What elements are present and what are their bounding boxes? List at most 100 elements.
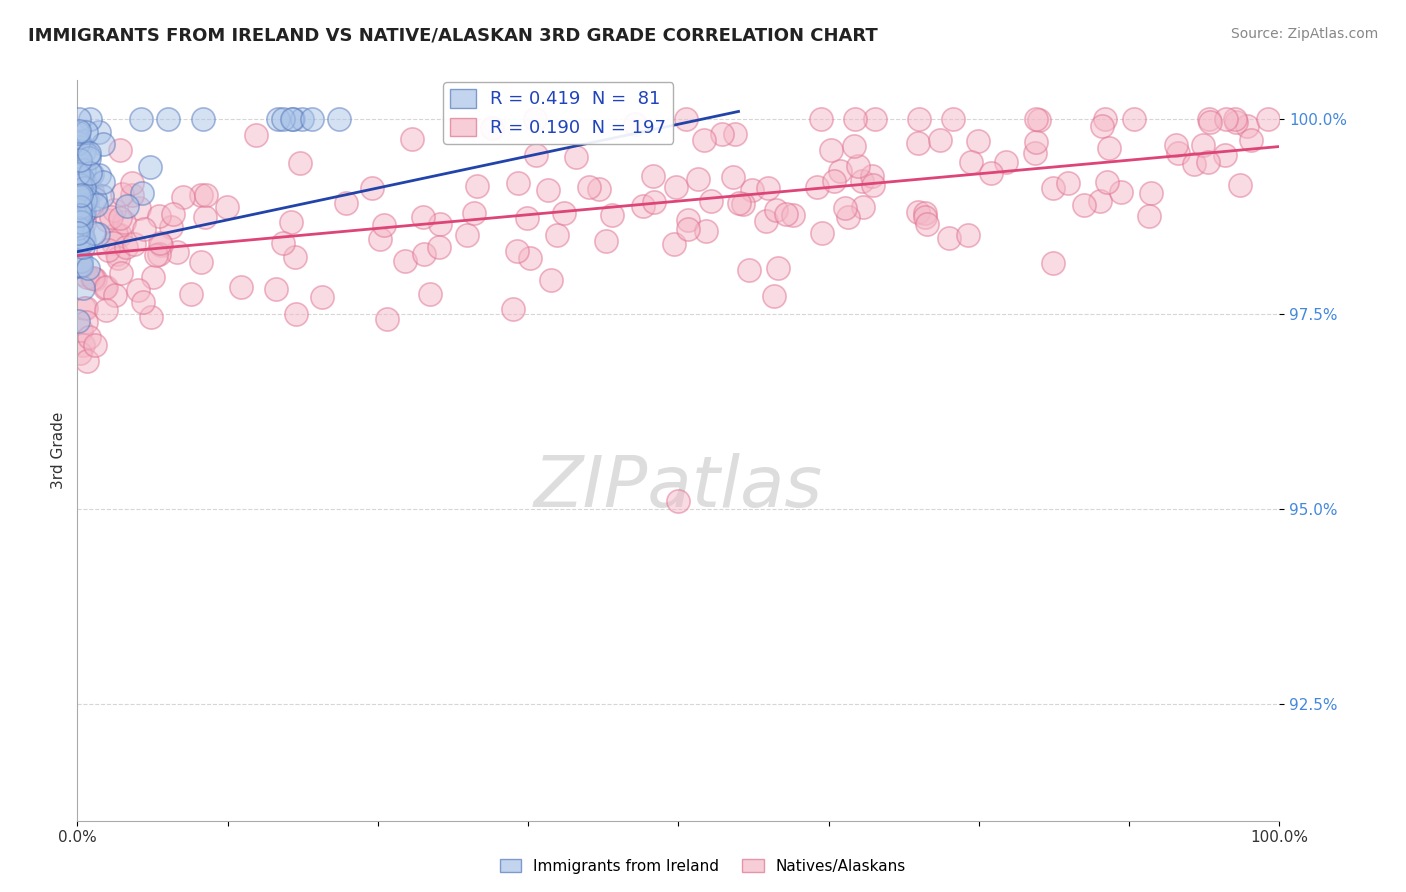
Point (83, 226, 105, 240)
Point (149, 236, 172, 251)
Point (427, 240, 450, 254)
Point (1097, 175, 1119, 189)
Point (67, 240, 90, 254)
Point (70, 323, 93, 337)
Point (73, 205, 96, 219)
Point (100, 210, 122, 224)
Point (69, 207, 91, 221)
Point (1236, 120, 1258, 134)
Point (103, 235, 125, 250)
Point (811, 226, 834, 240)
Point (149, 238, 172, 252)
Point (69, 208, 91, 222)
Point (72, 338, 94, 352)
Point (373, 219, 395, 233)
Point (271, 112, 294, 127)
Point (765, 203, 787, 218)
Point (67, 175, 90, 189)
Point (456, 228, 478, 243)
Point (288, 155, 311, 169)
Point (280, 215, 302, 229)
Point (67, 189, 90, 203)
Point (77, 151, 100, 165)
Point (80, 167, 103, 181)
Point (70, 229, 93, 244)
Point (844, 112, 866, 127)
Point (394, 253, 416, 268)
Point (166, 245, 188, 260)
Point (194, 188, 217, 202)
Point (132, 294, 155, 309)
Point (77, 148, 100, 162)
Point (72, 281, 94, 295)
Point (782, 208, 804, 222)
Point (588, 182, 610, 196)
Point (84, 338, 107, 352)
Point (775, 207, 797, 221)
Point (112, 215, 135, 229)
Point (595, 234, 617, 248)
Point (127, 283, 149, 297)
Point (69, 201, 91, 215)
Point (915, 217, 938, 231)
Point (546, 227, 568, 242)
Y-axis label: 3rd Grade: 3rd Grade (51, 412, 66, 489)
Point (157, 112, 180, 127)
Point (823, 174, 845, 188)
Point (1073, 198, 1095, 212)
Point (70, 253, 93, 268)
Legend: R = 0.419  N =  81, R = 0.190  N = 197: R = 0.419 N = 81, R = 0.190 N = 197 (443, 82, 673, 145)
Point (641, 169, 664, 183)
Point (191, 112, 214, 127)
Point (72, 240, 94, 254)
Point (148, 246, 170, 260)
Point (301, 112, 323, 127)
Point (1198, 115, 1220, 129)
Point (994, 154, 1017, 169)
Point (863, 112, 886, 127)
Point (1025, 112, 1047, 127)
Point (281, 112, 304, 127)
Point (73, 144, 96, 158)
Point (1109, 186, 1132, 200)
Point (114, 240, 136, 254)
Point (69, 201, 91, 215)
Point (67, 259, 90, 273)
Point (82, 184, 104, 198)
Point (284, 250, 307, 264)
Point (524, 148, 547, 162)
Point (69, 178, 91, 193)
Point (93, 281, 115, 295)
Point (73, 235, 96, 249)
Point (79, 330, 101, 344)
Point (84, 198, 107, 212)
Point (676, 222, 699, 236)
Point (69, 188, 91, 202)
Point (72, 230, 94, 244)
Point (846, 160, 869, 174)
Point (731, 197, 754, 211)
Point (75, 125, 97, 139)
Text: ZIPatlas: ZIPatlas (534, 453, 823, 522)
Point (76, 270, 98, 285)
Point (1182, 157, 1205, 171)
Point (721, 169, 744, 184)
Point (1198, 112, 1220, 127)
Point (1091, 120, 1114, 134)
Point (110, 266, 132, 280)
Point (1137, 209, 1160, 223)
Point (600, 208, 623, 222)
Point (67, 232, 90, 246)
Point (741, 183, 763, 197)
Point (103, 202, 125, 217)
Point (553, 205, 575, 219)
Point (664, 179, 686, 194)
Point (738, 263, 761, 277)
Point (70, 215, 93, 229)
Point (67, 231, 90, 245)
Point (852, 201, 875, 215)
Point (851, 174, 873, 188)
Point (128, 201, 150, 215)
Point (755, 214, 778, 228)
Point (82, 271, 104, 285)
